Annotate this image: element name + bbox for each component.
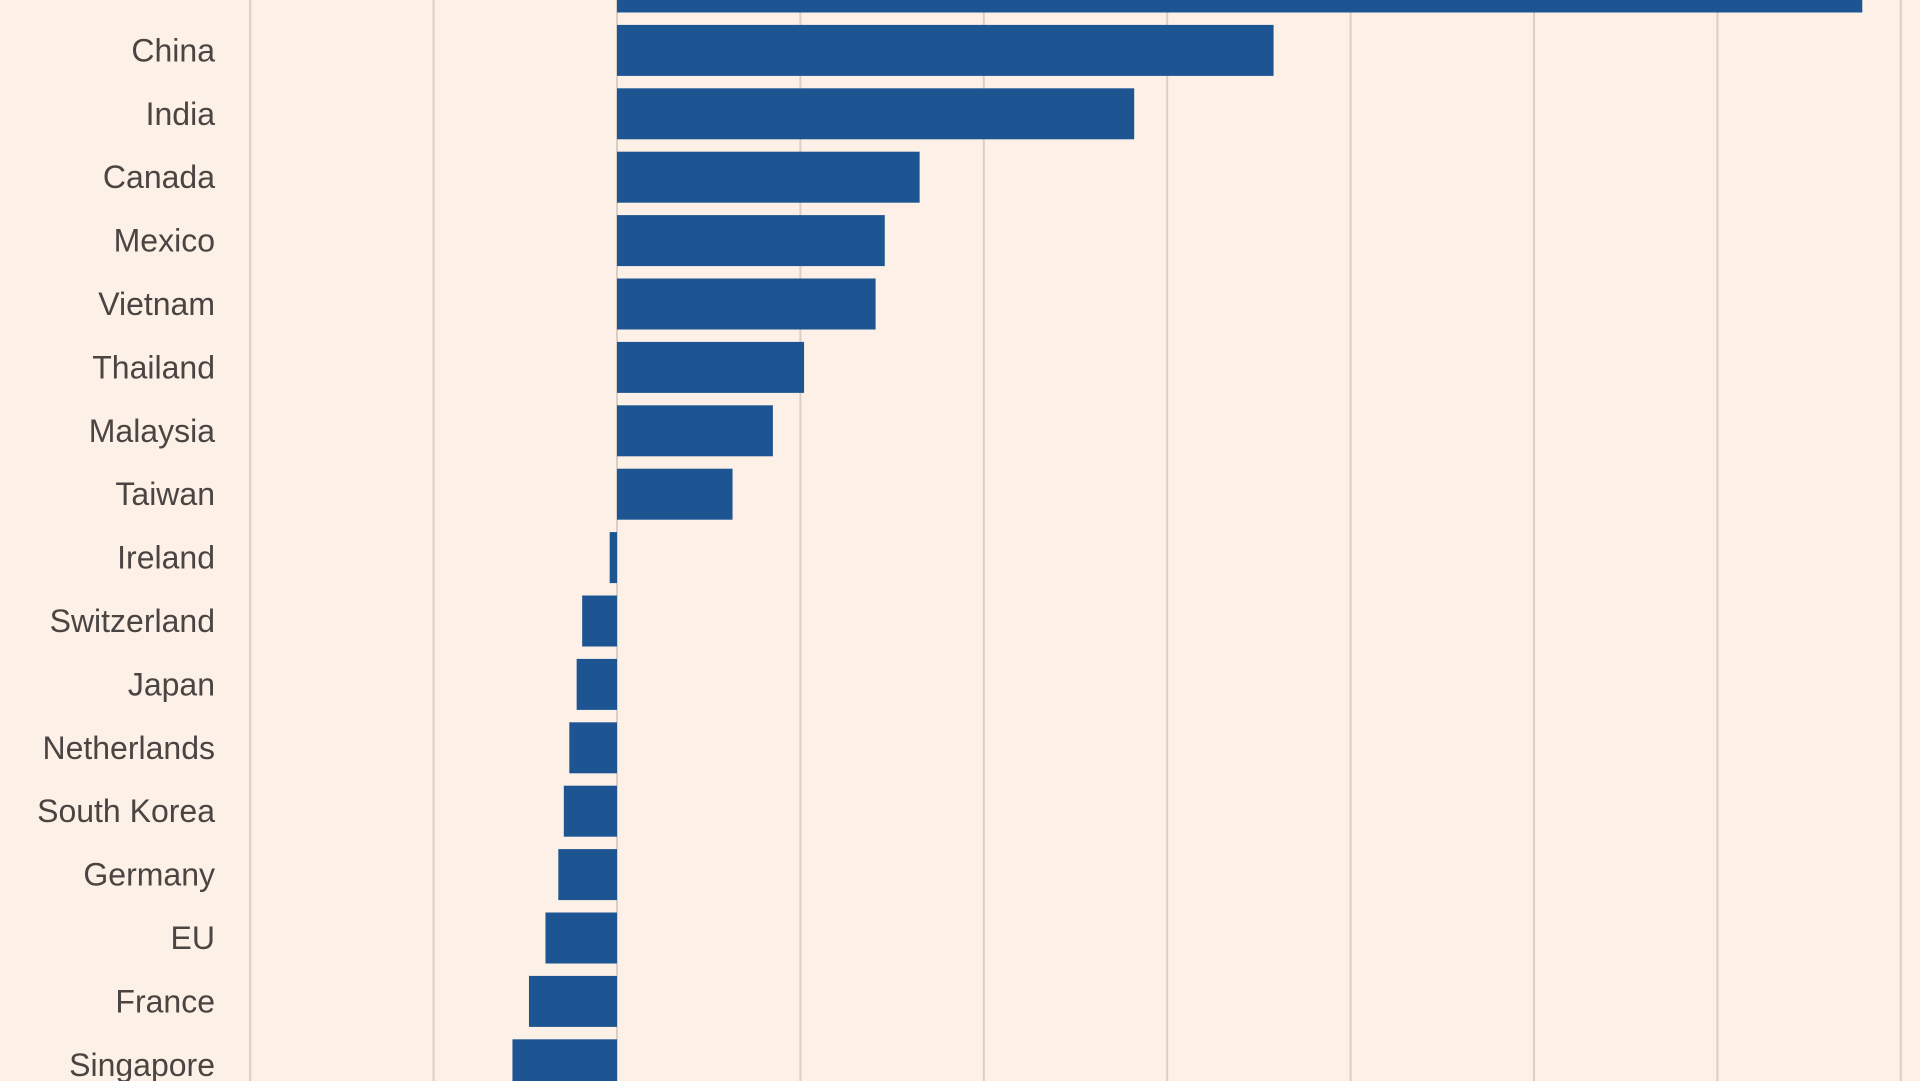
category-label: Canada: [103, 159, 215, 195]
category-label: EU: [171, 920, 215, 956]
category-label: Switzerland: [50, 603, 215, 639]
category-label: Mexico: [114, 223, 215, 259]
bar-india: [617, 88, 1135, 140]
category-label: Ireland: [117, 540, 215, 576]
category-label: Taiwan: [115, 476, 215, 512]
bar-singapore: [512, 1039, 617, 1081]
category-labels: Brazil China India Canada Mexico Vietnam Thail…: [37, 0, 215, 1081]
bar-malaysia: [617, 405, 773, 457]
bar-china: [617, 24, 1274, 76]
category-label: China: [131, 32, 215, 68]
bar-ireland: [609, 532, 617, 584]
bar-mexico: [617, 215, 885, 267]
category-label: France: [115, 983, 215, 1019]
gridlines: [249, 0, 1902, 1081]
category-label: South Korea: [37, 793, 215, 829]
bar-taiwan: [617, 468, 733, 520]
bar-eu: [545, 912, 617, 964]
category-label: Germany: [83, 857, 215, 893]
bar-south-korea: [563, 785, 617, 837]
category-label: Malaysia: [89, 413, 215, 449]
bar-canada: [617, 151, 920, 203]
bar-switzerland: [582, 595, 617, 647]
bar-france: [528, 975, 617, 1027]
category-label: Singapore: [69, 1047, 215, 1081]
bars: [512, 0, 1863, 1081]
category-label: India: [146, 96, 216, 132]
category-label: Vietnam: [98, 286, 215, 322]
category-label: Thailand: [92, 349, 215, 385]
bar-netherlands: [569, 722, 617, 774]
bar-thailand: [617, 341, 805, 393]
category-label: Japan: [128, 666, 215, 702]
bar-germany: [558, 849, 617, 901]
bar-vietnam: [617, 278, 876, 330]
bar-japan: [576, 658, 617, 710]
bar-brazil: [617, 0, 1863, 13]
category-label: Netherlands: [42, 730, 215, 766]
category-label: Brazil: [135, 0, 215, 5]
